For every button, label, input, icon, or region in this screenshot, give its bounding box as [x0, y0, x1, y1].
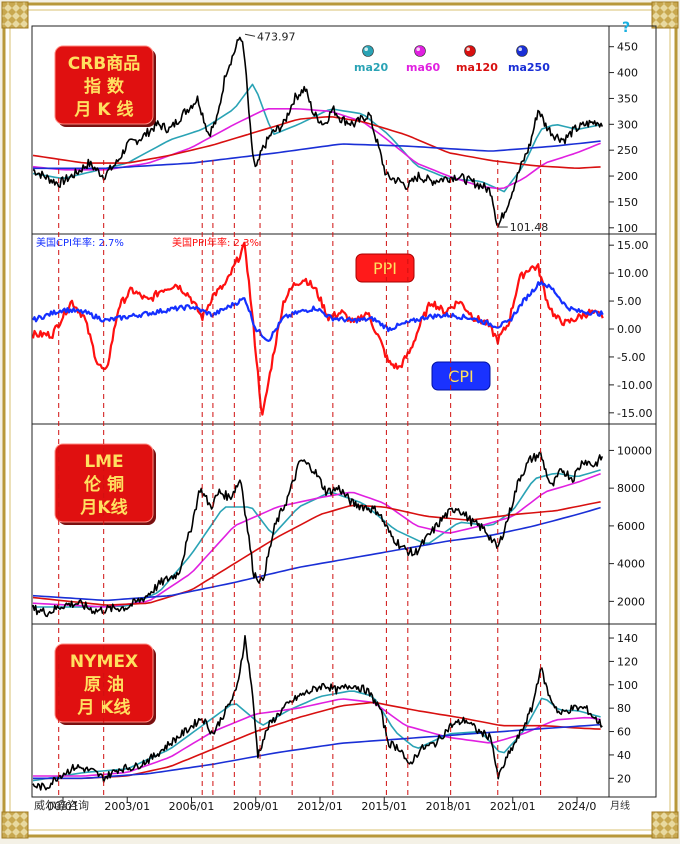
ppi-header-text: 美国PPI年率: 2.3%	[172, 236, 259, 249]
y-tick-label: 10000	[617, 444, 652, 457]
panel-title-line: 月 K线	[76, 697, 130, 718]
y-tick-label: 300	[617, 118, 638, 131]
y-tick-label: 100	[617, 679, 638, 692]
legend-ball-highlight	[518, 47, 522, 51]
y-tick-label: -15.00	[617, 407, 652, 420]
y-tick-label: 140	[617, 632, 638, 645]
panel-cpi_ppi: -15.00 -10.00 -5.00 0.00 5.00 10.00 15.00 美国CPI…	[31, 233, 657, 425]
y-tick-label: -10.00	[617, 379, 652, 392]
x-tick-label: 2006/01	[169, 800, 215, 813]
legend-ball-icon	[516, 45, 528, 57]
series-ma60-line	[33, 698, 601, 777]
x-tick-label: 2021/01	[490, 800, 536, 813]
x-tick-label: 2003/01	[104, 800, 150, 813]
annotation-label: 101.48	[510, 221, 549, 234]
x-tick-label: 2012/01	[297, 800, 343, 813]
y-tick-label: 6000	[617, 520, 645, 533]
legend-ball-highlight	[416, 47, 421, 51]
cpi-badge	[431, 361, 491, 391]
y-tick-label: 120	[617, 655, 638, 668]
legend-label: ma250	[508, 61, 550, 74]
legend-ball-highlight	[364, 47, 369, 51]
legend-label: ma20	[354, 61, 389, 74]
period-label: 月线	[610, 799, 630, 812]
y-tick-label: 80	[617, 702, 631, 715]
panel-crb: 100 150 200 250 300 350 400 450 473.97 101.48 CRB商…	[31, 25, 657, 235]
inner-frame	[9, 9, 671, 831]
watermark-text: 威尔鑫咨询	[34, 798, 89, 812]
series-ma250-line	[32, 506, 601, 602]
y-tick-label: 450	[617, 41, 638, 54]
help-icon[interactable]: ?	[622, 20, 630, 36]
series-price-line	[32, 36, 604, 228]
x-tick-label: 00/01	[47, 800, 79, 813]
y-tick-label: 0.00	[617, 323, 642, 336]
series-ma250-line	[33, 140, 601, 170]
legend-label: ma120	[456, 61, 498, 74]
annotation-label: 473.97	[257, 30, 296, 43]
y-tick-label: 40	[617, 749, 631, 762]
legend-ball-icon	[362, 45, 374, 57]
legend-ball-icon	[414, 45, 426, 57]
series-ppi-line	[31, 241, 604, 416]
panel-title-line: CRB商品	[68, 53, 141, 74]
ppi-badge	[355, 253, 415, 283]
y-tick-label: 4000	[617, 558, 645, 571]
panel-title-line: 月 K 线	[73, 99, 133, 120]
y-tick-label: 200	[617, 170, 638, 183]
series-price-line	[32, 451, 604, 618]
ppi-badge-label: PPI	[373, 259, 397, 278]
y-tick-label: 150	[617, 196, 638, 209]
title-badge	[54, 45, 154, 125]
x-tick-label: 2015/01	[361, 800, 407, 813]
series-price-line	[32, 635, 603, 791]
cpi-badge-label: CPI	[448, 367, 474, 386]
legend-ball-icon	[464, 45, 476, 57]
y-tick-label: -5.00	[617, 351, 645, 364]
series-ma250-line	[33, 723, 601, 780]
annotation-pointer	[244, 33, 256, 37]
x-tick-label: 2018/01	[426, 800, 472, 813]
legend-ball-highlight	[466, 47, 471, 51]
y-tick-label: 15.00	[617, 239, 649, 252]
y-tick-label: 8000	[617, 482, 645, 495]
cpi-header-text: 美国CPI年率: 2.7%	[36, 236, 124, 249]
panel-title-line: 月K线	[79, 497, 127, 518]
panel-title-line: 指 数	[84, 76, 125, 97]
y-tick-label: 400	[617, 67, 638, 80]
y-tick-label: 100	[617, 222, 638, 235]
panel-title-line: NYMEX	[70, 652, 138, 672]
series-ma120-line	[32, 501, 601, 606]
y-tick-label: 10.00	[617, 267, 649, 280]
x-tick-label: 2009/01	[233, 800, 279, 813]
y-tick-label: 350	[617, 92, 638, 105]
y-tick-label: 20	[617, 772, 631, 785]
x-tick-label: 2024/0	[558, 800, 597, 813]
y-tick-label: 5.00	[617, 295, 642, 308]
y-tick-label: 250	[617, 144, 638, 157]
legend-label: ma60	[406, 61, 441, 74]
series-cpi-line	[32, 280, 604, 342]
y-tick-label: 2000	[617, 595, 645, 608]
y-tick-label: 60	[617, 726, 631, 739]
